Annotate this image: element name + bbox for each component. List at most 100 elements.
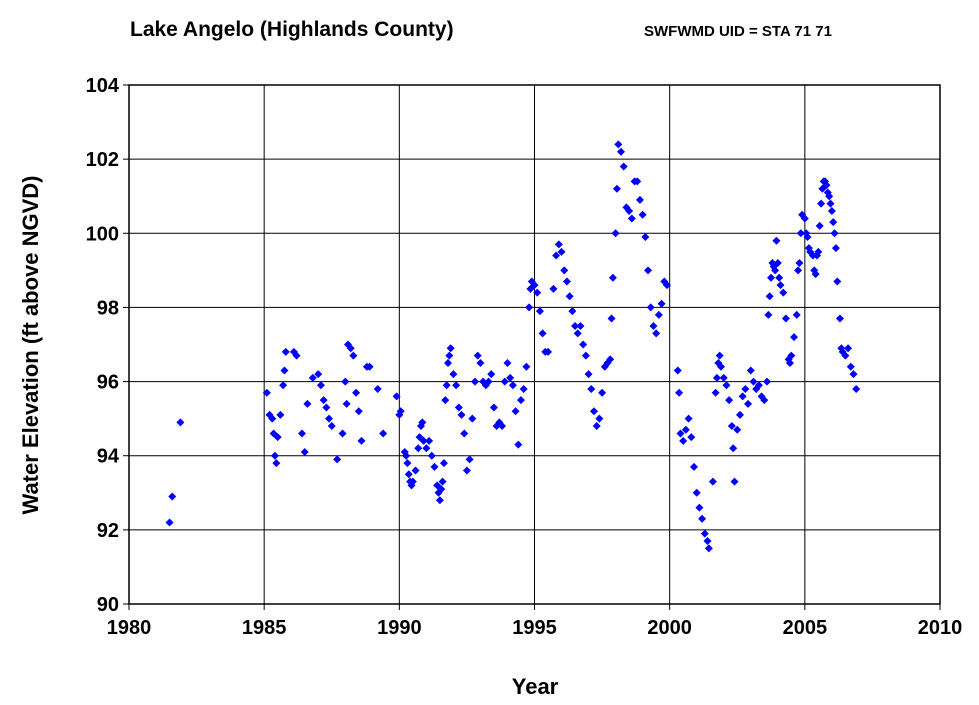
y-tick-label: 100 bbox=[86, 223, 119, 245]
data-point bbox=[657, 299, 666, 308]
data-point bbox=[831, 244, 840, 253]
data-point bbox=[767, 273, 776, 282]
data-point bbox=[316, 381, 325, 390]
data-point bbox=[441, 396, 450, 405]
data-point bbox=[654, 310, 663, 319]
data-point bbox=[342, 399, 351, 408]
data-point bbox=[796, 229, 805, 238]
x-tick-label: 1990 bbox=[377, 617, 422, 639]
data-point bbox=[835, 314, 844, 323]
data-point bbox=[687, 433, 696, 442]
data-point bbox=[579, 340, 588, 349]
data-point bbox=[379, 429, 388, 438]
data-point bbox=[500, 377, 509, 386]
data-point bbox=[465, 455, 474, 464]
data-point bbox=[765, 292, 774, 301]
data-point bbox=[471, 377, 480, 386]
data-point bbox=[725, 396, 734, 405]
data-point bbox=[825, 192, 834, 201]
data-point bbox=[352, 388, 361, 397]
data-point bbox=[452, 381, 461, 390]
data-point bbox=[829, 218, 838, 227]
data-point bbox=[704, 544, 713, 553]
data-point bbox=[457, 410, 466, 419]
data-point bbox=[303, 399, 312, 408]
data-point bbox=[538, 329, 547, 338]
data-point bbox=[430, 462, 439, 471]
data-point bbox=[437, 485, 446, 494]
data-point bbox=[279, 381, 288, 390]
data-point bbox=[396, 407, 405, 416]
data-point bbox=[273, 433, 282, 442]
data-point bbox=[568, 307, 577, 316]
data-point bbox=[717, 362, 726, 371]
data-point bbox=[418, 418, 427, 427]
data-point bbox=[522, 362, 531, 371]
data-point bbox=[516, 396, 525, 405]
data-point bbox=[849, 370, 858, 379]
data-point bbox=[544, 347, 553, 356]
data-point bbox=[427, 451, 436, 460]
y-tick-label: 94 bbox=[97, 446, 120, 468]
data-point bbox=[460, 429, 469, 438]
data-point bbox=[403, 459, 412, 468]
data-point bbox=[530, 281, 539, 290]
data-point bbox=[727, 422, 736, 431]
data-point bbox=[272, 459, 281, 468]
data-point bbox=[587, 384, 596, 393]
data-point bbox=[738, 392, 747, 401]
data-point bbox=[549, 284, 558, 293]
data-point bbox=[611, 229, 620, 238]
data-point bbox=[773, 258, 782, 267]
x-tick-label: 1985 bbox=[242, 617, 287, 639]
x-axis-label: Year bbox=[512, 674, 559, 699]
data-point bbox=[327, 422, 336, 431]
y-tick-label: 104 bbox=[86, 75, 120, 97]
data-point bbox=[627, 214, 636, 223]
x-tick-label: 1995 bbox=[512, 617, 557, 639]
data-point bbox=[794, 266, 803, 275]
data-point bbox=[511, 407, 520, 416]
data-point bbox=[598, 388, 607, 397]
data-point bbox=[695, 503, 704, 512]
data-point bbox=[635, 195, 644, 204]
data-point bbox=[300, 448, 309, 457]
data-point bbox=[830, 229, 839, 238]
data-point bbox=[519, 384, 528, 393]
chart-title: Lake Angelo (Highlands County) bbox=[130, 18, 454, 41]
data-point bbox=[614, 140, 623, 149]
data-point bbox=[689, 462, 698, 471]
data-point bbox=[814, 247, 823, 256]
data-point bbox=[280, 366, 289, 375]
data-point bbox=[833, 277, 842, 286]
data-point bbox=[498, 422, 507, 431]
data-point bbox=[454, 403, 463, 412]
data-point bbox=[557, 247, 566, 256]
data-point bbox=[700, 529, 709, 538]
data-point bbox=[827, 207, 836, 216]
data-point bbox=[676, 429, 685, 438]
data-point bbox=[435, 496, 444, 505]
data-point bbox=[679, 436, 688, 445]
data-point bbox=[565, 292, 574, 301]
data-point bbox=[826, 199, 835, 208]
data-point bbox=[589, 407, 598, 416]
data-point bbox=[790, 333, 799, 342]
data-point bbox=[411, 466, 420, 475]
data-point bbox=[438, 477, 447, 486]
data-point bbox=[792, 310, 801, 319]
y-tick-label: 102 bbox=[86, 149, 119, 171]
data-point bbox=[800, 214, 809, 223]
data-point bbox=[662, 281, 671, 290]
data-point bbox=[681, 425, 690, 434]
data-point bbox=[822, 181, 831, 190]
data-point bbox=[776, 281, 785, 290]
data-point bbox=[268, 414, 277, 423]
data-point bbox=[649, 321, 658, 330]
data-point bbox=[625, 207, 634, 216]
data-point bbox=[817, 199, 826, 208]
data-point bbox=[764, 310, 773, 319]
data-point bbox=[346, 344, 355, 353]
data-point bbox=[617, 147, 626, 156]
data-point bbox=[712, 373, 721, 382]
